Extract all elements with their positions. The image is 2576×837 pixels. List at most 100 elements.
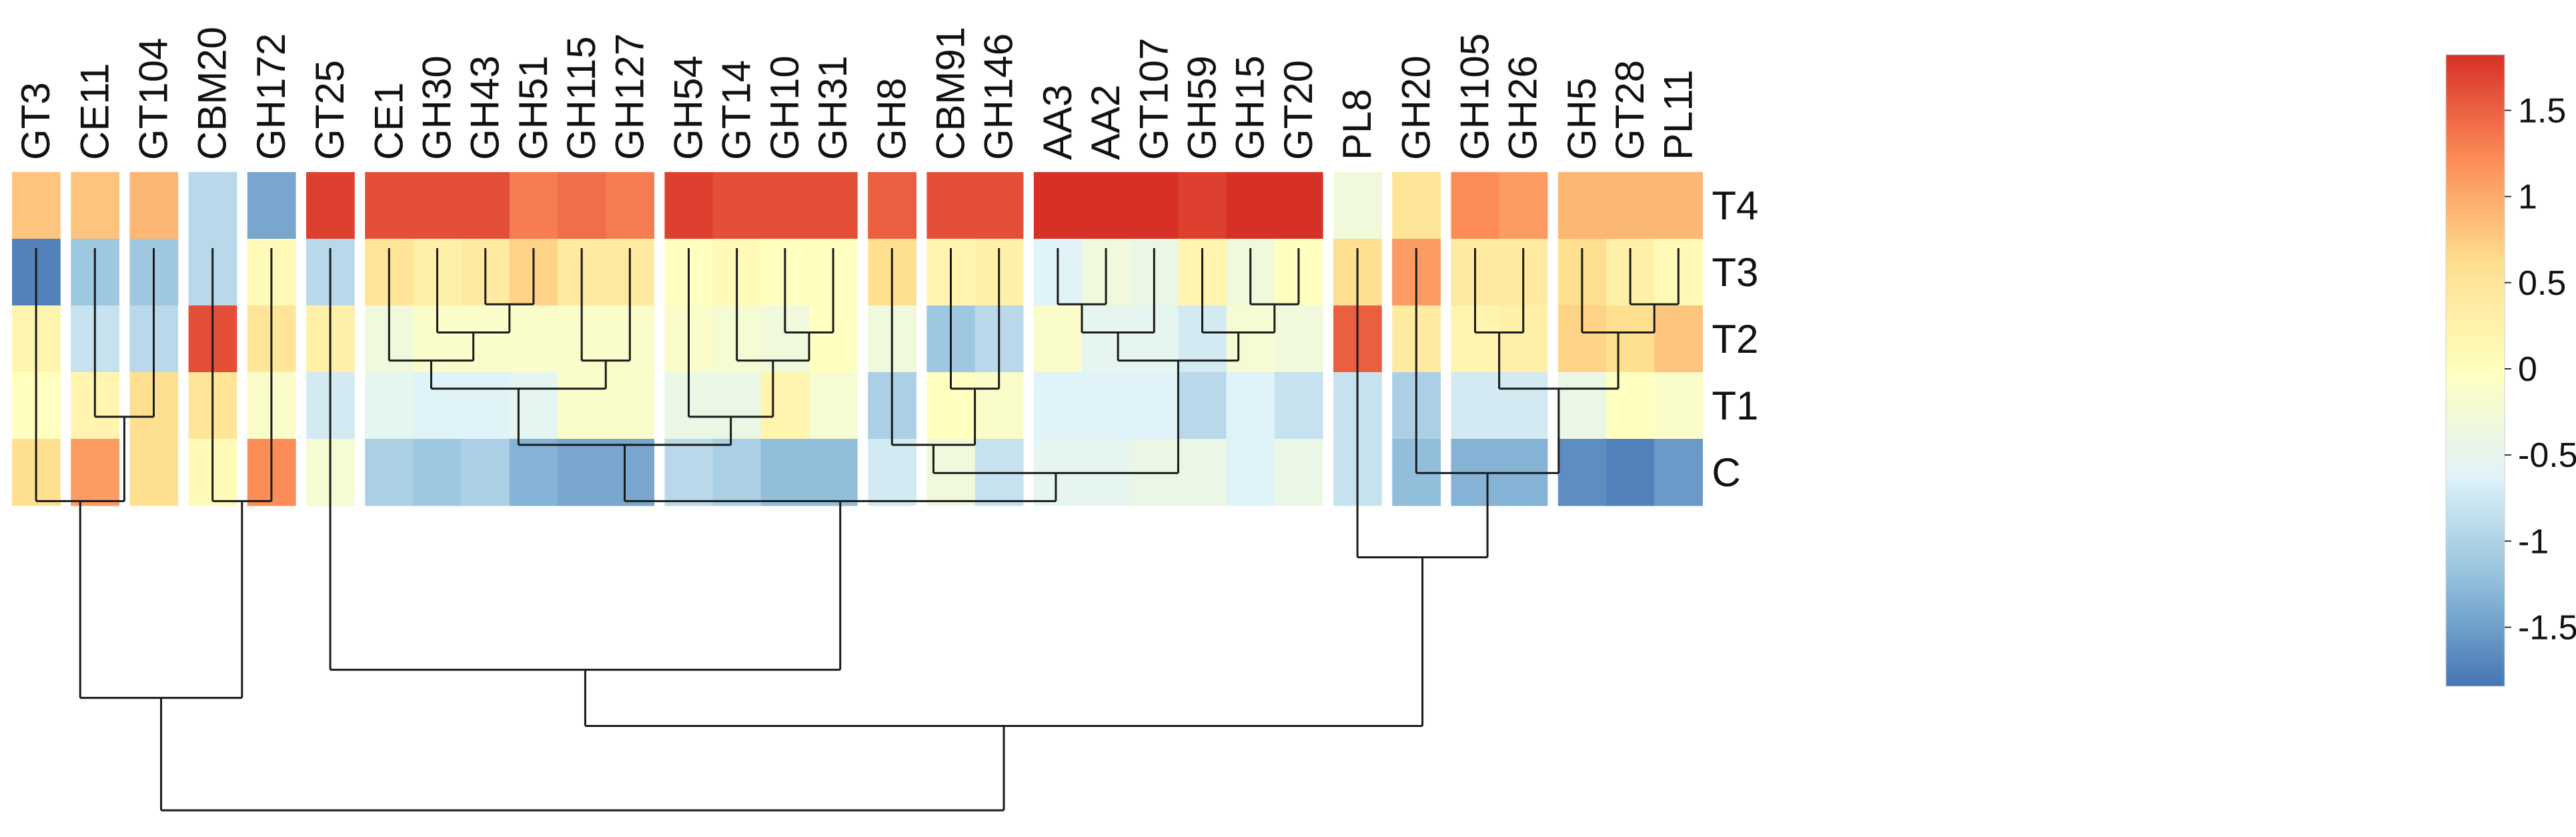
column-label-GH10: GH10 bbox=[762, 55, 807, 160]
heatmap-cell-GT107-T4 bbox=[1130, 172, 1179, 239]
heatmap-cell-GT104-C bbox=[129, 439, 179, 506]
heatmap-cells bbox=[12, 172, 1703, 506]
heatmap-cell-GH8-C bbox=[868, 439, 916, 506]
color-scale-tick-label: 0.5 bbox=[2518, 264, 2566, 303]
heatmap-cell-GH15-T2 bbox=[1226, 305, 1275, 373]
heatmap-cell-GH146-T4 bbox=[975, 172, 1024, 239]
heatmap-cell-GH127-C bbox=[606, 439, 654, 506]
heatmap-cell-AA2-T2 bbox=[1082, 305, 1131, 373]
heatmap-cell-GT3-T4 bbox=[12, 172, 61, 239]
column-label-GH5: GH5 bbox=[1559, 78, 1604, 160]
heatmap-cell-PL11-C bbox=[1654, 439, 1703, 506]
heatmap-cell-GH10-T4 bbox=[760, 172, 810, 239]
column-label-GH115: GH115 bbox=[559, 36, 604, 160]
color-scale-tick-label: 1 bbox=[2518, 178, 2537, 217]
heatmap-cell-GH51-T2 bbox=[509, 305, 558, 373]
row-label-T2: T2 bbox=[1712, 317, 1758, 361]
heatmap-cell-CE1-C bbox=[365, 439, 414, 506]
column-label-GH26: GH26 bbox=[1501, 55, 1545, 160]
color-scale-tick-label: 1.5 bbox=[2518, 92, 2566, 131]
heatmap-cell-GT28-T2 bbox=[1606, 305, 1655, 373]
heatmap-cell-AA3-T2 bbox=[1033, 305, 1083, 373]
heatmap-cell-GH26-T1 bbox=[1499, 372, 1548, 440]
column-label-GH8: GH8 bbox=[869, 78, 914, 160]
heatmap-cell-AA3-T1 bbox=[1033, 372, 1083, 440]
column-label-GT3: GT3 bbox=[13, 82, 58, 160]
heatmap-cell-GH59-C bbox=[1178, 439, 1227, 506]
column-label-GH30: GH30 bbox=[415, 55, 460, 160]
heatmap-cell-CE11-T4 bbox=[71, 172, 119, 239]
heatmap-cell-GT20-T1 bbox=[1274, 372, 1323, 440]
heatmap-cell-GH30-T4 bbox=[413, 172, 462, 239]
heatmap-cell-GT20-C bbox=[1274, 439, 1323, 506]
heatmap-cell-GT20-T2 bbox=[1274, 305, 1323, 373]
heatmap-cell-GH127-T1 bbox=[606, 372, 654, 440]
row-label-C: C bbox=[1712, 450, 1740, 495]
heatmap-cell-CE1-T1 bbox=[365, 372, 414, 440]
column-label-CE11: CE11 bbox=[72, 63, 117, 160]
heatmap-cell-GH43-T2 bbox=[461, 305, 510, 373]
heatmap-cell-CE1-T4 bbox=[365, 172, 414, 239]
heatmap-cell-GT25-T4 bbox=[306, 172, 355, 239]
color-scale-bar bbox=[2445, 54, 2505, 687]
heatmap-cell-PL11-T1 bbox=[1654, 372, 1703, 440]
heatmap-cell-GT107-T1 bbox=[1130, 372, 1179, 440]
heatmap-cell-GH105-T1 bbox=[1451, 372, 1500, 440]
heatmap-cell-GH127-T4 bbox=[606, 172, 654, 239]
heatmap-cell-GT14-T1 bbox=[712, 372, 762, 440]
heatmap-cell-GH26-T4 bbox=[1499, 172, 1548, 239]
heatmap-cell-GH59-T1 bbox=[1178, 372, 1227, 440]
heatmap-cell-GH43-T1 bbox=[461, 372, 510, 440]
heatmap-cell-CBM91-T4 bbox=[926, 172, 976, 239]
column-labels: GT3 CE11 GT104 CBM20 GH172 GT25 CE1 GH30 GH43 GH5… bbox=[13, 27, 1700, 160]
color-scale-tick-label: -0.5 bbox=[2518, 436, 2576, 475]
heatmap-cell-GH43-C bbox=[461, 439, 510, 506]
heatmap-cell-GH31-T4 bbox=[809, 172, 858, 239]
heatmap-cell-GH5-T1 bbox=[1557, 372, 1607, 440]
column-label-GH59: GH59 bbox=[1180, 55, 1225, 160]
heatmap-cell-GH15-C bbox=[1226, 439, 1275, 506]
heatmap-cell-AA2-T1 bbox=[1082, 372, 1131, 440]
heatmap-cell-GH115-T4 bbox=[558, 172, 606, 239]
column-label-GH127: GH127 bbox=[607, 33, 652, 160]
heatmap-cell-GH51-T1 bbox=[509, 372, 558, 440]
heatmap-cell-GH54-C bbox=[664, 439, 714, 506]
column-label-GT107: GT107 bbox=[1131, 38, 1176, 160]
row-label-T1: T1 bbox=[1712, 383, 1758, 428]
heatmap-cell-GT28-T1 bbox=[1606, 372, 1655, 440]
heatmap-cell-GH31-T1 bbox=[809, 372, 858, 440]
column-label-GT14: GT14 bbox=[714, 60, 759, 160]
column-label-GH51: GH51 bbox=[511, 55, 556, 160]
column-label-CBM20: CBM20 bbox=[190, 27, 235, 160]
heatmap-cell-GT28-T4 bbox=[1606, 172, 1655, 239]
column-dendrogram bbox=[35, 248, 1680, 812]
column-label-AA2: AA2 bbox=[1083, 85, 1128, 160]
color-scale-tick-label: 0 bbox=[2518, 350, 2537, 389]
heatmap-cell-GH10-T1 bbox=[760, 372, 810, 440]
column-label-GH54: GH54 bbox=[666, 55, 711, 160]
column-label-GH146: GH146 bbox=[977, 33, 1021, 160]
heatmap-cell-GH8-T4 bbox=[868, 172, 916, 239]
heatmap-cell-PL11-T2 bbox=[1654, 305, 1703, 373]
color-scale-legend: 1.5 1 0.5 0 -0.5 -1 -1.5 bbox=[2445, 54, 2576, 687]
heatmap-cell-GH105-T4 bbox=[1451, 172, 1500, 239]
column-label-PL8: PL8 bbox=[1335, 89, 1379, 160]
heatmap-cell-GH30-C bbox=[413, 439, 462, 506]
heatmap-cell-GH172-T4 bbox=[247, 172, 296, 239]
column-label-GT104: GT104 bbox=[131, 38, 176, 160]
heatmap-cell-CE11-C bbox=[71, 439, 119, 506]
row-label-T4: T4 bbox=[1712, 183, 1758, 228]
color-scale-tick-label: -1.5 bbox=[2518, 609, 2576, 648]
heatmap-cell-GH15-T1 bbox=[1226, 372, 1275, 440]
color-scale-tick-label: -1 bbox=[2518, 522, 2549, 561]
heatmap-cell-GH115-T1 bbox=[558, 372, 606, 440]
column-label-GT20: GT20 bbox=[1276, 60, 1321, 160]
heatmap-cell-GH51-T4 bbox=[509, 172, 558, 239]
column-label-GH20: GH20 bbox=[1393, 55, 1438, 160]
column-label-PL11: PL11 bbox=[1656, 69, 1700, 160]
heatmap-cell-GH59-T4 bbox=[1178, 172, 1227, 239]
heatmap-cell-GH51-C bbox=[509, 439, 558, 506]
heatmap-cell-GH15-T4 bbox=[1226, 172, 1275, 239]
column-label-GT25: GT25 bbox=[307, 60, 352, 160]
